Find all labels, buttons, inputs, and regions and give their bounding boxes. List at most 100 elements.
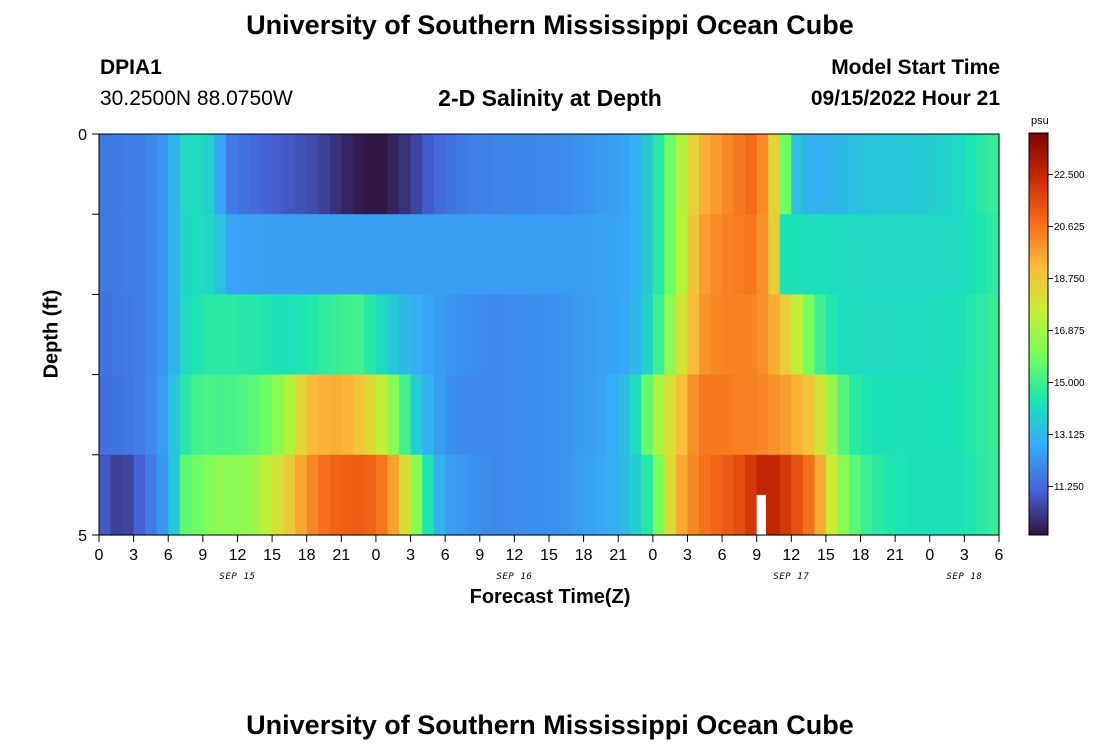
heatmap-cell [941, 134, 954, 215]
heatmap-cell [410, 294, 423, 376]
heatmap-cell [456, 294, 469, 376]
heatmap-cell [710, 134, 723, 215]
heatmap-cell [549, 214, 562, 295]
heatmap-cell [525, 294, 539, 376]
colorbar-bar [1028, 132, 1049, 536]
heatmap-cell [433, 454, 446, 536]
heatmap-cell [652, 294, 665, 376]
heatmap-cell [837, 214, 850, 295]
heatmap-cell [952, 374, 965, 456]
heatmap-cell [745, 214, 758, 295]
heatmap-cell [687, 134, 700, 215]
heatmap-cell [352, 374, 365, 456]
heatmap-cell [491, 294, 504, 376]
station-id: DPIA1 [100, 56, 162, 79]
heatmap-cell [479, 294, 492, 376]
heatmap-cell [872, 454, 885, 536]
heatmap-cell [156, 454, 169, 536]
heatmap-cell [364, 294, 377, 376]
heatmap-cell [618, 214, 631, 295]
heatmap-cell [237, 214, 250, 295]
heatmap-cell [422, 134, 435, 215]
heatmap-cell [537, 294, 550, 376]
heatmap-cell [479, 374, 492, 456]
heatmap-cell [491, 214, 504, 295]
heatmap-cell [422, 454, 435, 536]
heatmap-cell [145, 374, 158, 456]
heatmap-cell [860, 454, 873, 536]
x-tick-label: 9 [475, 547, 484, 564]
heatmap-cell [225, 214, 239, 295]
heatmap-cell [549, 374, 562, 456]
colorbar-tick-label: 20.625 [1054, 222, 1085, 233]
heatmap-cell [629, 294, 642, 376]
heatmap-cell [283, 454, 296, 536]
colorbar-tick-label: 22.500 [1054, 170, 1085, 181]
heatmap-cell [364, 454, 377, 536]
heatmap-cell [329, 454, 342, 536]
heatmap-cell [560, 374, 573, 456]
heatmap-cell [791, 214, 804, 295]
heatmap-cell [525, 214, 539, 295]
heatmap-cell [906, 134, 919, 215]
heatmap-cell [641, 294, 654, 376]
heatmap-cell [399, 294, 412, 376]
heatmap-cell [110, 374, 123, 456]
x-tick-label: 21 [332, 547, 350, 564]
heatmap-cell [387, 374, 400, 456]
heatmap-cell [110, 134, 123, 215]
heatmap-cell [537, 454, 550, 536]
heatmap-cell [225, 134, 239, 215]
heatmap-cell [652, 374, 665, 456]
heatmap-cell [837, 374, 850, 456]
heatmap-cell [191, 134, 204, 215]
heatmap-cell [906, 214, 919, 295]
heatmap-cell [502, 454, 515, 536]
heatmap-cell [802, 374, 815, 456]
heatmap-cell [191, 374, 204, 456]
heatmap-cell [445, 374, 458, 456]
heatmap-cell [168, 374, 181, 456]
heatmap-cell [837, 454, 850, 536]
heatmap-cell [433, 134, 446, 215]
heatmap-cell [422, 374, 435, 456]
heatmap-cell [733, 294, 746, 376]
heatmap-cell [456, 214, 469, 295]
heatmap-cell [779, 294, 792, 376]
heatmap-cell [814, 294, 827, 376]
x-tick-label: 6 [995, 547, 1004, 564]
x-axis-ticks: 0 3 6 9 12 15 18 21 0 3 6 9 12 15 18 21 0 3 6 9 12 15 18 21 0 3 6 S… [95, 535, 1004, 582]
heatmap-cell [837, 134, 850, 215]
heatmap-cell [410, 214, 423, 295]
heatmap-cell [710, 454, 723, 536]
model-start-label: Model Start Time [831, 56, 1000, 79]
heatmap-cell [733, 454, 746, 536]
date-label: SEP 16 [496, 572, 532, 582]
heatmap-cell [906, 294, 919, 376]
heatmap-cell [352, 134, 365, 215]
heatmap-cell [225, 294, 239, 376]
heatmap-cell [860, 134, 873, 215]
heatmap-cell [629, 134, 642, 215]
heatmap-cell [975, 454, 989, 536]
heatmap-cell [375, 214, 389, 295]
heatmap-cell [583, 214, 596, 295]
heatmap-cell [802, 214, 815, 295]
heatmap-cell [722, 374, 735, 456]
heatmap-cell [399, 374, 412, 456]
heatmap-cell [572, 134, 585, 215]
y-tick-label: 5 [78, 528, 87, 545]
heatmap-cell [272, 374, 285, 456]
heatmap-cell [975, 294, 989, 376]
heatmap-cell [364, 214, 377, 295]
x-tick-label: 21 [609, 547, 627, 564]
heatmap-cell [768, 294, 781, 376]
heatmap-cell [895, 454, 908, 536]
heatmap-cell [987, 134, 1000, 215]
heatmap-cell [618, 454, 631, 536]
heatmap-cell [860, 294, 873, 376]
heatmap-cell [122, 294, 135, 376]
heatmap-cell [699, 294, 712, 376]
heatmap-cell [629, 454, 642, 536]
